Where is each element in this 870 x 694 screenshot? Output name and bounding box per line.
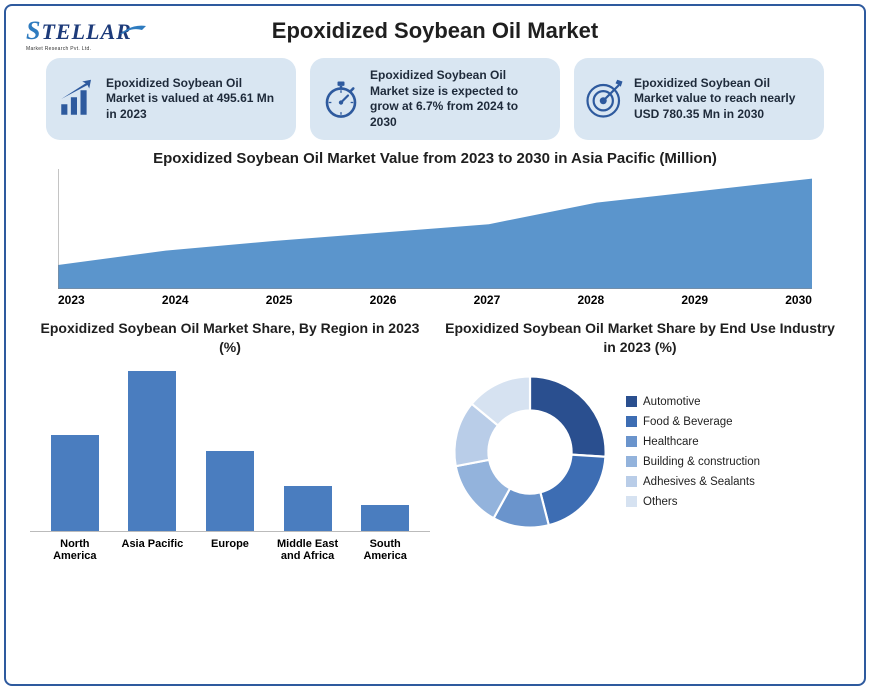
legend-item: Automotive [626,396,760,408]
donut-chart-title: Epoxidized Soybean Oil Market Share by E… [440,319,840,355]
legend-label: Automotive [643,396,701,408]
stat-card-text: Epoxidized Soybean Oil Market size is ex… [370,68,548,130]
brand-logo: STELLAR Market Research Pvt. Ltd. [26,16,136,52]
legend-item: Others [626,496,760,508]
donut-slice [540,454,605,525]
legend-label: Healthcare [643,436,699,448]
donut-legend: Automotive Food & Beverage Healthcare Build… [626,396,760,508]
stat-cards: Epoxidized Soybean Oil Market is valued … [22,58,848,140]
bar [284,486,332,531]
stat-card-valuation: Epoxidized Soybean Oil Market is valued … [46,58,296,140]
bar [206,451,254,531]
bar-chart-xaxis: North America Asia Pacific Europe Middle Ea… [30,538,430,563]
area-x-label: 2030 [785,293,812,307]
area-chart [22,169,848,289]
bar-rising-icon [56,78,98,120]
area-x-label: 2028 [577,293,604,307]
donut-chart-panel: Epoxidized Soybean Oil Market Share by E… [440,319,840,563]
stat-card-text: Epoxidized Soybean Oil Market value to r… [634,76,812,123]
area-x-label: 2023 [58,293,85,307]
legend-item: Healthcare [626,436,760,448]
bar [128,371,176,531]
infographic-frame: STELLAR Market Research Pvt. Ltd. Epoxid… [4,4,866,686]
bar-chart-panel: Epoxidized Soybean Oil Market Share, By … [30,319,430,563]
area-chart-title: Epoxidized Soybean Oil Market Value from… [22,150,848,167]
bar-chart-title: Epoxidized Soybean Oil Market Share, By … [30,319,430,355]
legend-label: Food & Beverage [643,416,733,428]
area-x-label: 2024 [162,293,189,307]
legend-swatch [626,396,637,407]
legend-label: Building & construction [643,456,760,468]
legend-swatch [626,456,637,467]
logo-swoosh-icon [118,22,148,36]
bar-label: Asia Pacific [121,538,183,563]
legend-swatch [626,436,637,447]
target-icon [584,78,626,120]
legend-label: Others [643,496,678,508]
bar-label: South America [354,538,416,563]
stopwatch-icon [320,78,362,120]
legend-item: Adhesives & Sealants [626,476,760,488]
stat-card-target: Epoxidized Soybean Oil Market value to r… [574,58,824,140]
bar-chart [30,362,430,532]
legend-swatch [626,476,637,487]
donut-chart [440,362,620,542]
area-x-label: 2025 [266,293,293,307]
bar-label: Europe [199,538,261,563]
area-chart-svg [58,169,812,289]
stat-card-growth: Epoxidized Soybean Oil Market size is ex… [310,58,560,140]
stat-card-text: Epoxidized Soybean Oil Market is valued … [106,76,284,123]
area-x-label: 2027 [474,293,501,307]
area-x-label: 2029 [681,293,708,307]
bar [361,505,409,531]
legend-swatch [626,496,637,507]
legend-item: Food & Beverage [626,416,760,428]
area-chart-xaxis: 2023 2024 2025 2026 2027 2028 2029 2030 [22,293,848,307]
logo-sub: Market Research Pvt. Ltd. [26,46,136,52]
legend-label: Adhesives & Sealants [643,476,755,488]
bar-label: North America [44,538,106,563]
donut-slice [530,376,606,456]
area-x-label: 2026 [370,293,397,307]
legend-swatch [626,416,637,427]
bar-label: Middle East and Africa [277,538,339,563]
legend-item: Building & construction [626,456,760,468]
bar [51,435,99,531]
